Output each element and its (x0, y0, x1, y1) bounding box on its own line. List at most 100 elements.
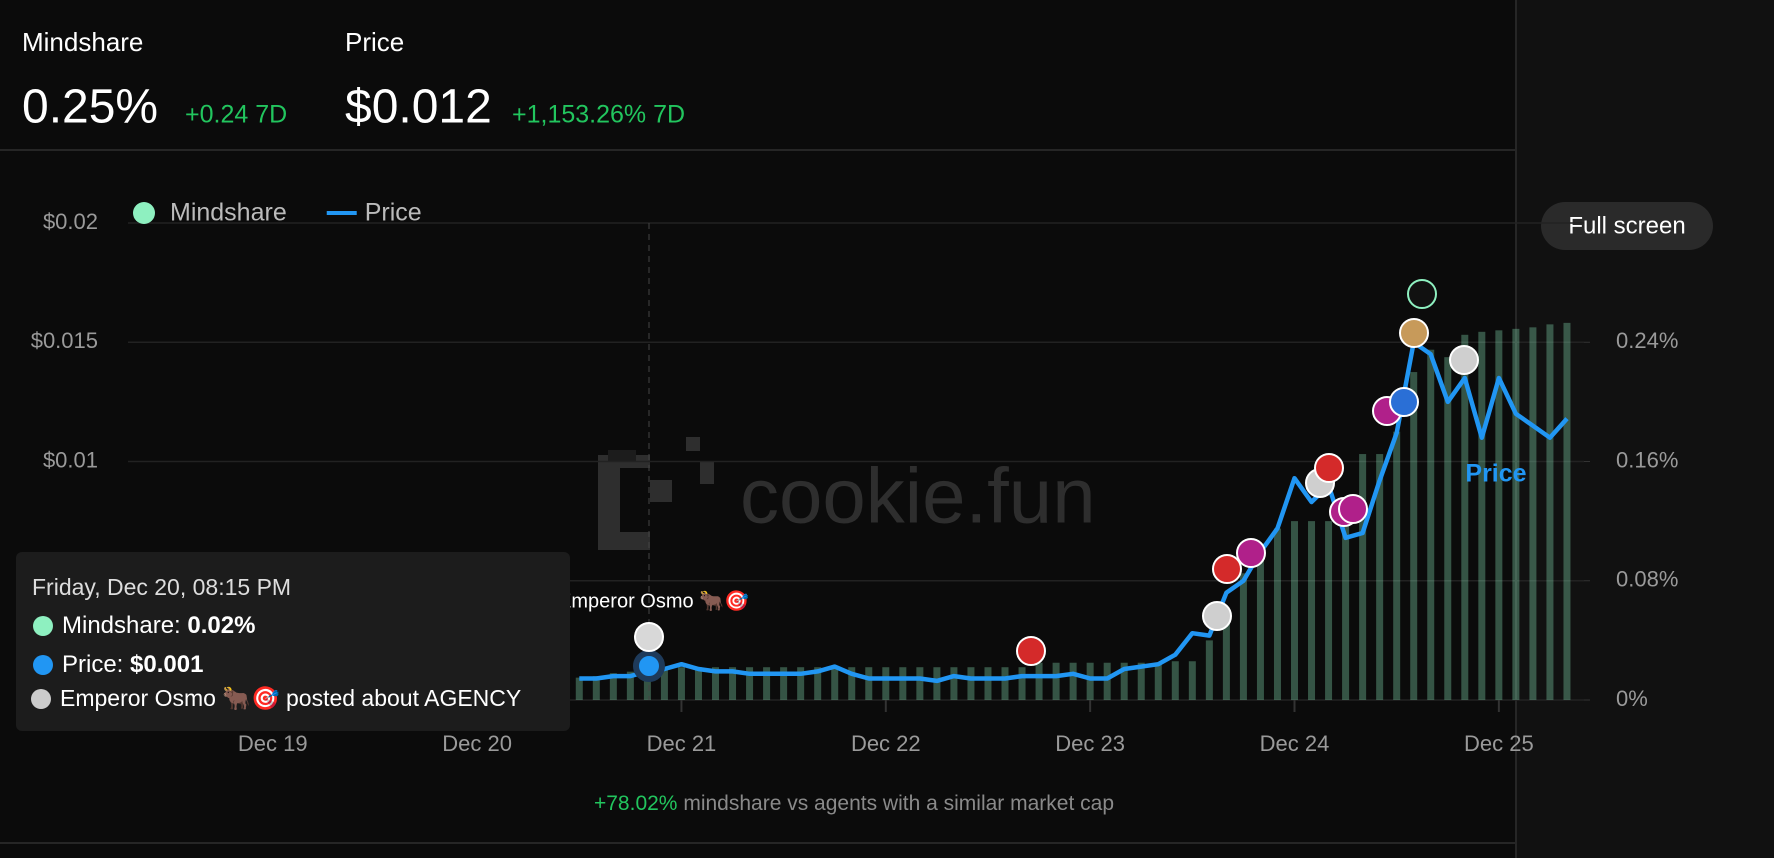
bar (1563, 322, 1571, 700)
bar (694, 667, 702, 700)
annotation: Emperor Osmo 🐂🎯 (558, 589, 749, 612)
avatar[interactable] (1016, 636, 1046, 666)
overlay: Emperor Osmo 🐂🎯 Price (558, 223, 1527, 700)
avatar[interactable] (1314, 453, 1344, 483)
y-tick-label: $0.01 (43, 447, 98, 472)
bar (1410, 372, 1418, 700)
bar (967, 667, 975, 700)
x-tick-label: Dec 23 (1055, 731, 1125, 756)
legend-label: Price (365, 199, 422, 227)
bar (1308, 521, 1316, 700)
bar (1461, 334, 1469, 700)
bar (1376, 454, 1384, 700)
y2-tick-label: 0.08% (1616, 567, 1678, 592)
tooltip: Friday, Dec 20, 08:15 PM Mindshare: 0.02… (16, 552, 570, 731)
avatar[interactable] (1407, 279, 1437, 309)
metric-value: 0.25% (22, 81, 158, 134)
bar (1393, 431, 1401, 700)
series-label: Price (1465, 460, 1526, 488)
bar (1001, 667, 1009, 700)
avatar[interactable] (1389, 387, 1419, 417)
metric-change: +1,153.26% 7D (512, 101, 685, 129)
tooltip-value: 0.02% (187, 612, 255, 639)
x-tick-label: Dec 20 (442, 731, 512, 756)
button-bg (1541, 202, 1713, 250)
bar (1325, 521, 1333, 700)
metric-label: Mindshare (22, 27, 143, 57)
metric-label: Price (345, 27, 404, 57)
tooltip-avatar (31, 689, 51, 709)
bar (1273, 528, 1281, 700)
avatar[interactable] (1236, 538, 1266, 568)
full-screen-button[interactable]: Full screen (1541, 202, 1713, 250)
bar (1205, 640, 1213, 700)
bar (1256, 543, 1264, 700)
bar (1086, 662, 1094, 700)
bar (575, 677, 583, 700)
y2-tick-label: 0.16% (1616, 447, 1678, 472)
tooltip-label: Mindshare: (62, 612, 181, 639)
bar (933, 667, 941, 700)
bar (677, 667, 685, 700)
bar (1291, 521, 1299, 700)
tooltip-bg (16, 552, 570, 731)
tooltip-post: Emperor Osmo 🐂🎯 posted about AGENCY (60, 685, 521, 711)
metric-change: +0.24 7D (185, 101, 287, 129)
avatar[interactable] (1338, 494, 1368, 524)
logo-block (700, 462, 714, 484)
bar (763, 667, 771, 700)
bar (1427, 349, 1435, 700)
bar (1171, 661, 1179, 700)
bar (865, 667, 873, 700)
avatar[interactable] (1399, 318, 1429, 348)
footer: +78.02% mindshare vs agents with a simil… (594, 792, 1114, 815)
bar (643, 670, 651, 700)
button-label[interactable]: Full screen (1568, 212, 1685, 239)
tooltip-value: $0.001 (130, 651, 203, 678)
x-tick-label: Dec 24 (1260, 731, 1330, 756)
legend: Mindshare Price (133, 199, 422, 227)
y-tick-label: $0.015 (31, 328, 98, 353)
logo-block (650, 480, 672, 502)
logo-block (620, 468, 650, 532)
avatar[interactable] (1212, 554, 1242, 584)
bar (1069, 662, 1077, 700)
tooltip-swatch (33, 655, 53, 675)
bar (1137, 662, 1145, 700)
bar (814, 667, 822, 700)
avatar[interactable] (1449, 345, 1479, 375)
bar (848, 667, 856, 700)
bar (609, 673, 617, 700)
bar (950, 667, 958, 700)
avatar[interactable] (634, 622, 664, 652)
legend-swatch (133, 202, 155, 224)
bar (1359, 454, 1367, 700)
tooltip-title: Friday, Dec 20, 08:15 PM (32, 574, 291, 600)
bar (592, 676, 600, 700)
bar (712, 667, 720, 700)
bar (1512, 328, 1520, 700)
bar (899, 667, 907, 700)
x-tick-label: Dec 19 (238, 731, 308, 756)
watermark-text: cookie.fun (740, 452, 1096, 540)
bar (1154, 662, 1162, 700)
tooltip-row: Mindshare: 0.02% (62, 612, 255, 639)
footer-change: +78.02% (594, 792, 678, 815)
bar (1035, 662, 1043, 700)
bar (1478, 331, 1486, 700)
bar (984, 667, 992, 700)
bar (1222, 618, 1230, 700)
footer-text: mindshare vs agents with a similar marke… (683, 792, 1114, 815)
bar (1444, 357, 1452, 700)
avatar[interactable] (1202, 601, 1232, 631)
logo-block (686, 437, 700, 451)
legend-label: Mindshare (170, 199, 287, 227)
bar (1120, 662, 1128, 700)
bar (1103, 662, 1111, 700)
y2-tick-label: 0.24% (1616, 328, 1678, 353)
metric-value: $0.012 (345, 81, 492, 134)
logo-block (608, 450, 636, 462)
bar (882, 667, 890, 700)
